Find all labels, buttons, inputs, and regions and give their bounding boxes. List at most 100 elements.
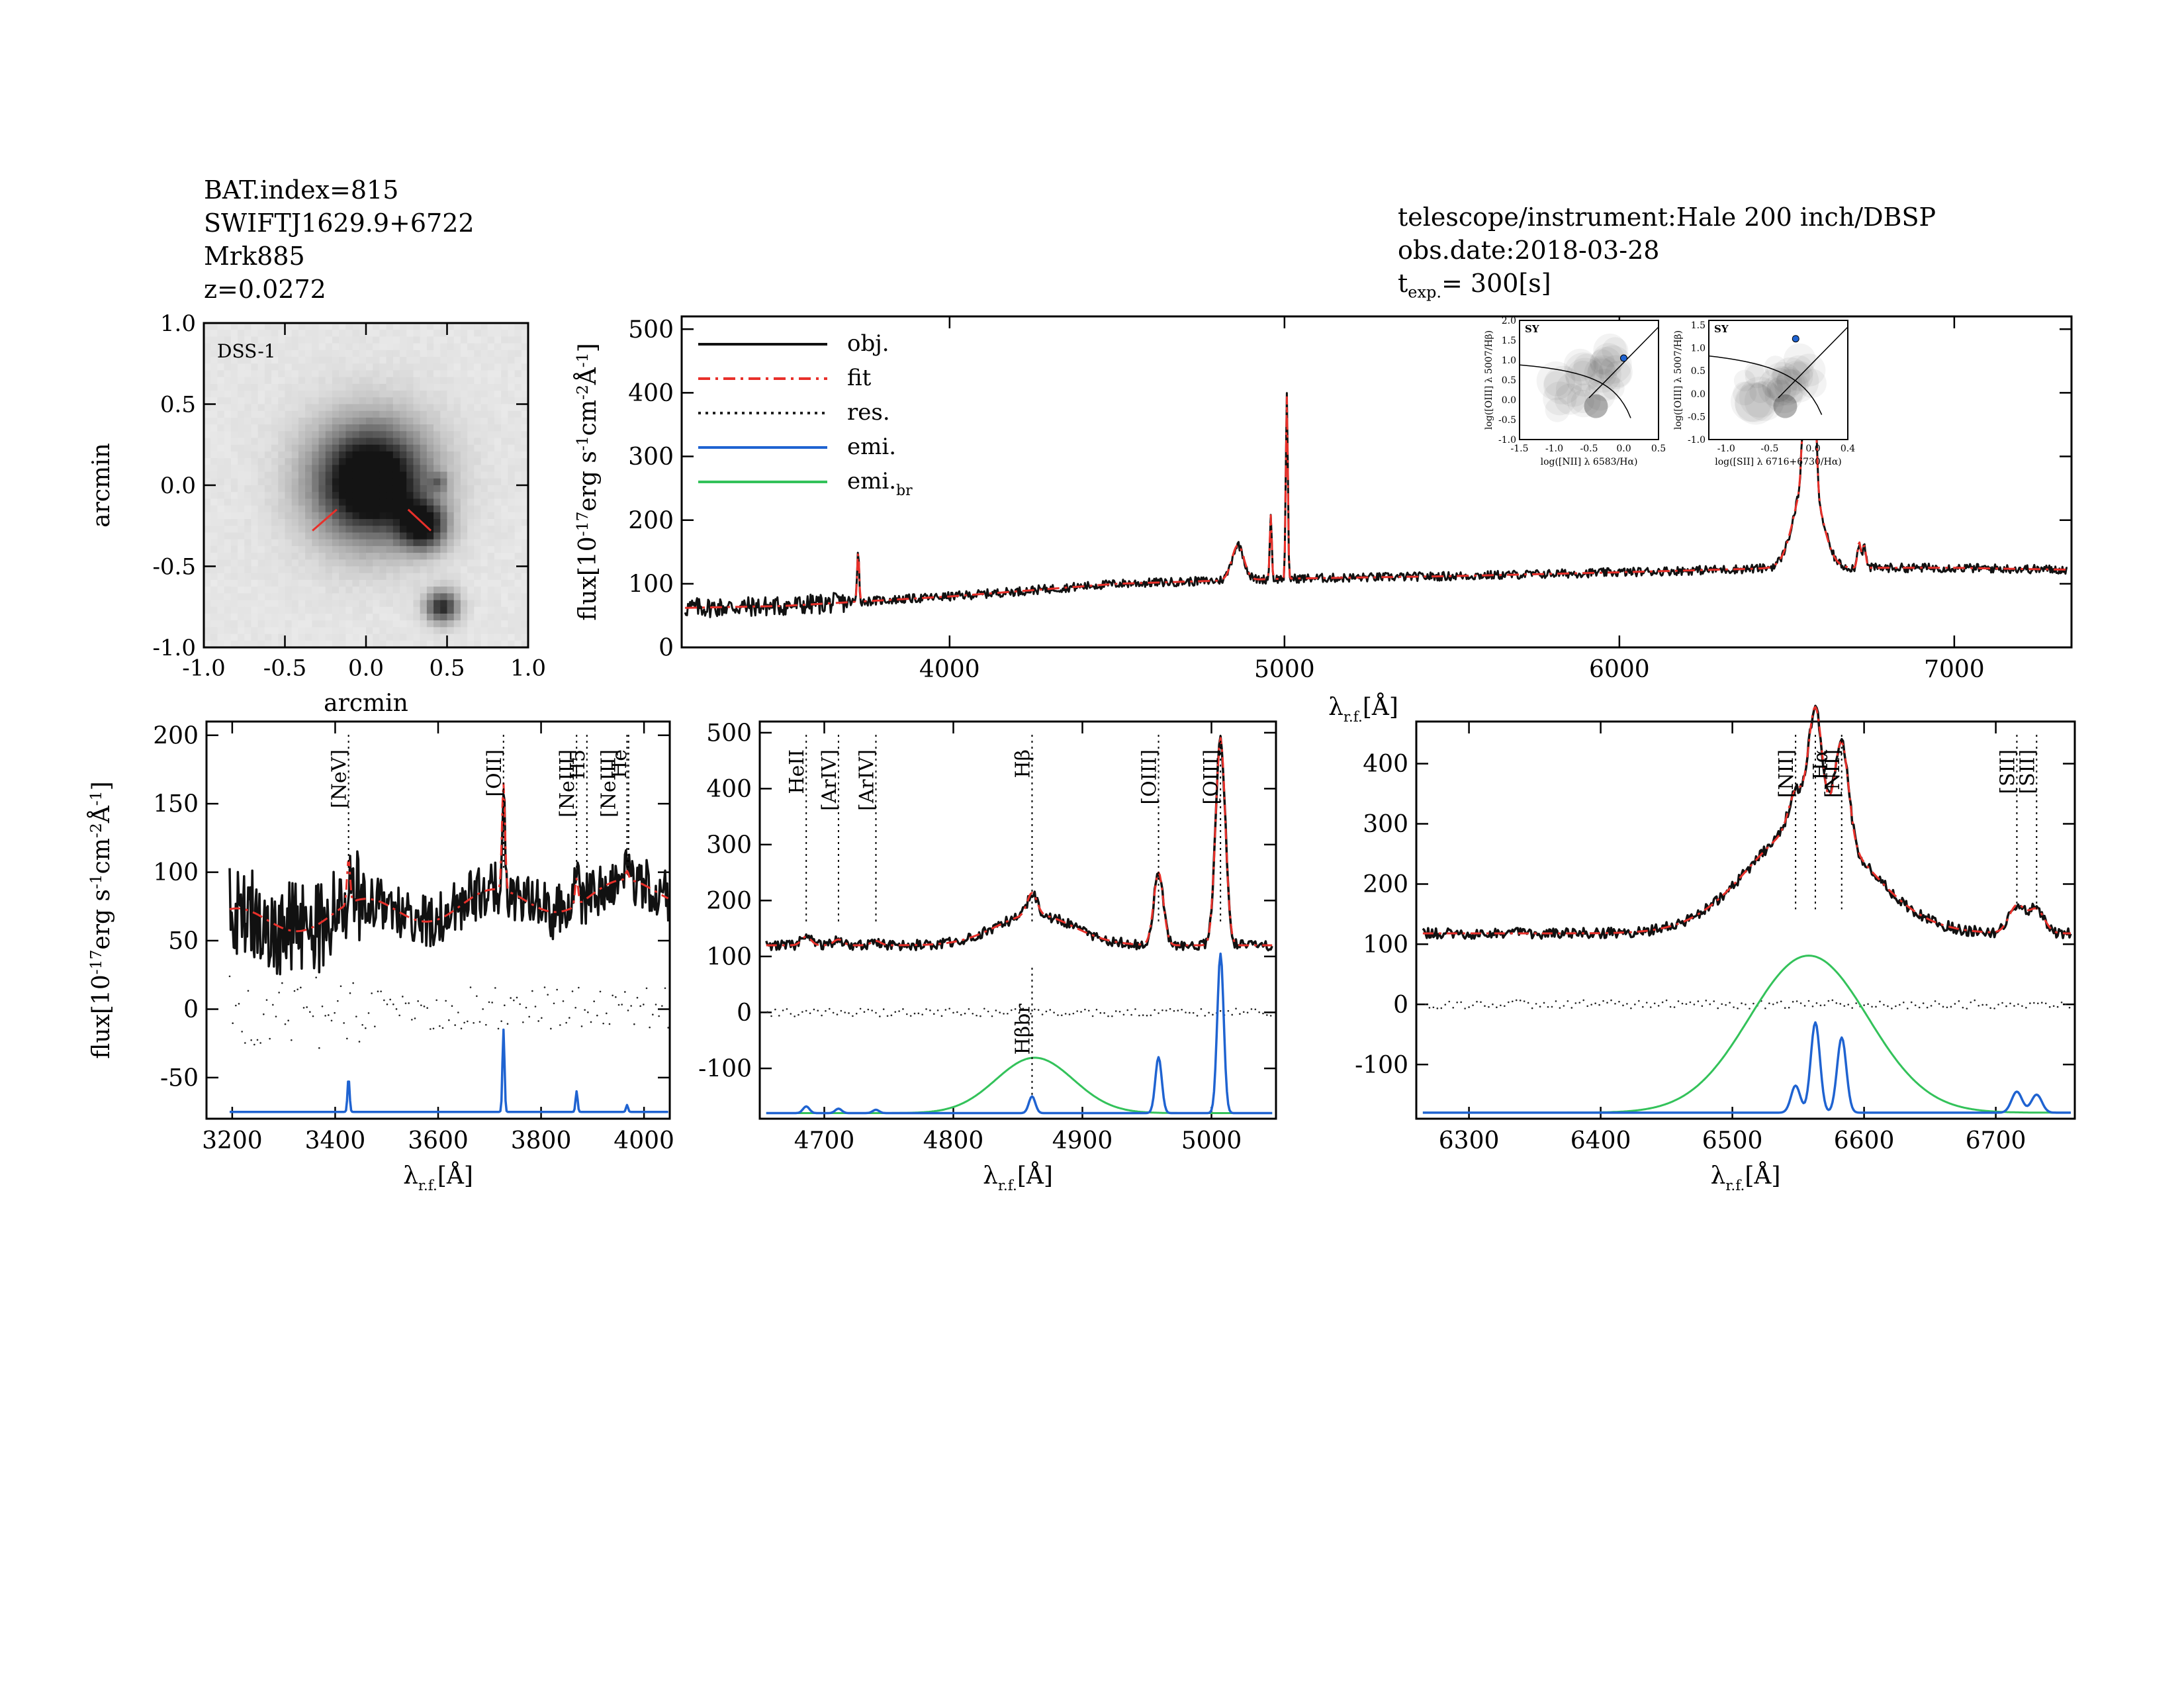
dss-pixel: [467, 417, 475, 425]
dss-pixel: [230, 566, 238, 574]
dss-pixel: [501, 370, 508, 378]
dss-pixel: [426, 410, 434, 418]
residual-point: [606, 1012, 608, 1015]
dss-pixel: [373, 492, 381, 500]
dss-pixel: [406, 444, 414, 452]
dss-pixel: [521, 451, 529, 459]
dss-pixel: [224, 526, 232, 534]
dss-pixel: [251, 600, 259, 608]
fit-line: [685, 363, 2068, 609]
dss-pixel: [244, 404, 252, 412]
dss-pixel: [514, 444, 522, 452]
dss-pixel: [433, 323, 441, 330]
dss-pixel: [257, 593, 265, 601]
dss-pixel: [494, 404, 502, 412]
dss-pixel: [210, 323, 218, 330]
dss-pixel: [373, 606, 381, 614]
dss-pixel: [257, 573, 265, 581]
dss-pixel: [325, 397, 333, 405]
dss-pixel: [305, 532, 312, 540]
dss-pixel: [453, 451, 461, 459]
density-blob: [1776, 368, 1800, 393]
residual-point: [2044, 1002, 2047, 1005]
dss-pixel: [413, 383, 421, 391]
residual-point: [979, 1015, 981, 1017]
dss-pixel: [453, 397, 461, 405]
dss-pixel: [298, 600, 306, 608]
dss-pixel: [332, 586, 340, 594]
residual-point: [836, 1013, 839, 1015]
dss-pixel: [373, 343, 381, 351]
dss-pixel: [433, 492, 441, 500]
dss-pixel: [379, 545, 387, 553]
dss-pixel: [400, 465, 407, 473]
residual-point: [448, 1019, 450, 1021]
dss-pixel: [514, 458, 522, 465]
x-axis-label: λr.f.[Å]: [1328, 693, 1398, 726]
dss-pixel: [413, 343, 421, 351]
dss-pixel: [271, 545, 279, 553]
dss-pixel: [501, 539, 508, 547]
dss-pixel: [467, 505, 475, 513]
dss-pixel: [352, 512, 360, 520]
inset-bg: [1520, 320, 1659, 440]
dss-pixel: [440, 478, 448, 486]
dss-pixel: [224, 458, 232, 465]
dss-pixel: [453, 573, 461, 581]
dss-pixel: [264, 633, 272, 641]
dss-pixel: [521, 573, 529, 581]
dss-pixel: [494, 350, 502, 357]
dss-pixel: [487, 397, 495, 405]
dss-pixel: [230, 397, 238, 405]
dss-pixel: [392, 377, 400, 385]
dss-pixel: [352, 451, 360, 459]
residual-point: [906, 1013, 908, 1015]
residual-point: [608, 1023, 611, 1025]
dss-pixel: [305, 505, 312, 513]
dss-pixel: [332, 370, 340, 378]
dss-pixel: [291, 640, 299, 648]
dss-pixel: [244, 620, 252, 628]
residual-point: [890, 1014, 893, 1017]
dss-pixel: [325, 579, 333, 587]
dss-pixel: [238, 485, 245, 492]
dss-pixel: [325, 532, 333, 540]
dss-pixel: [210, 417, 218, 425]
inset-x-tick-label: 0.0: [1616, 444, 1631, 454]
dss-pixel: [264, 573, 272, 581]
dss-pixel: [257, 357, 265, 364]
dss-pixel: [210, 606, 218, 614]
dss-pixel: [339, 539, 346, 547]
dss-pixel: [359, 559, 367, 567]
dss-pixel: [332, 579, 340, 587]
inset-x-tick-label: 0.5: [1651, 444, 1666, 454]
dss-pixel: [487, 559, 495, 567]
dss-pixel: [271, 336, 279, 344]
dss-pixel: [386, 471, 394, 479]
x-tick-label: 3400: [305, 1127, 366, 1154]
dss-pixel: [251, 593, 259, 601]
dss-pixel: [514, 633, 522, 641]
dss-pixel: [386, 391, 394, 398]
dss-pixel: [339, 559, 346, 567]
dss-pixel: [257, 417, 265, 425]
dss-pixel: [406, 559, 414, 567]
dss-pixel: [521, 512, 529, 520]
dss-pixel: [318, 505, 326, 513]
dss-pixel: [501, 640, 508, 648]
dss-pixel: [359, 465, 367, 473]
dss-pixel: [460, 566, 468, 574]
dss-pixel: [217, 593, 225, 601]
dss-pixel: [285, 566, 293, 574]
dss-pixel: [494, 553, 502, 560]
dss-pixel: [217, 397, 225, 405]
residual-point: [615, 996, 617, 998]
residual-point: [328, 1014, 330, 1016]
dss-pixel: [487, 505, 495, 513]
dss-pixel: [494, 323, 502, 330]
dss-pixel: [508, 410, 516, 418]
dss-pixel: [251, 519, 259, 526]
dss-pixel: [352, 465, 360, 473]
dss-pixel: [318, 391, 326, 398]
dss-pixel: [460, 478, 468, 486]
